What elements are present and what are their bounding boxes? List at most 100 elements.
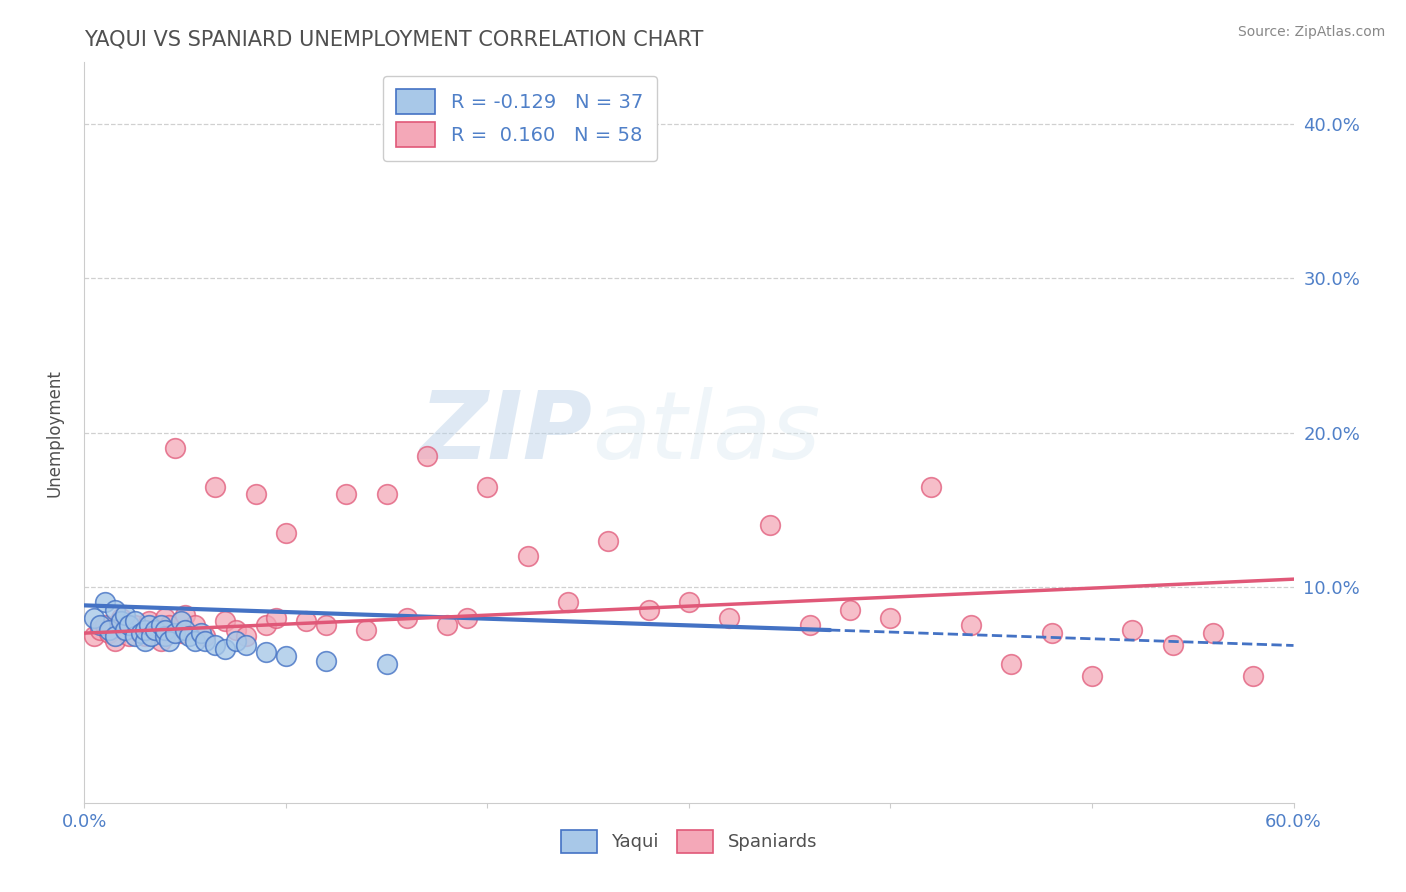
Point <box>170 626 193 640</box>
Point <box>718 610 741 624</box>
Point <box>129 626 152 640</box>
Point <box>879 610 901 624</box>
Point <box>134 629 156 643</box>
Point <box>118 618 141 632</box>
Point <box>134 633 156 648</box>
Point <box>89 623 111 637</box>
Point <box>375 487 398 501</box>
Point <box>637 603 659 617</box>
Point <box>375 657 398 671</box>
Point <box>204 639 226 653</box>
Point <box>920 480 942 494</box>
Point <box>93 618 115 632</box>
Point <box>149 633 172 648</box>
Point <box>184 618 207 632</box>
Point <box>174 607 197 622</box>
Point <box>274 649 297 664</box>
Point <box>97 626 120 640</box>
Point <box>138 614 160 628</box>
Point <box>165 441 187 455</box>
Point <box>153 610 176 624</box>
Point <box>124 629 146 643</box>
Point <box>254 645 277 659</box>
Point <box>416 449 439 463</box>
Text: ZIP: ZIP <box>419 386 592 479</box>
Point <box>179 629 201 643</box>
Legend: Yaqui, Spaniards: Yaqui, Spaniards <box>554 822 824 861</box>
Point <box>174 623 197 637</box>
Point <box>799 618 821 632</box>
Point <box>124 618 146 632</box>
Point <box>157 618 180 632</box>
Point <box>134 623 156 637</box>
Point <box>1202 626 1225 640</box>
Point <box>124 614 146 628</box>
Point <box>960 618 983 632</box>
Point <box>758 518 780 533</box>
Point <box>335 487 357 501</box>
Point <box>395 610 418 624</box>
Point <box>157 633 180 648</box>
Point <box>139 629 162 643</box>
Point <box>104 603 127 617</box>
Point <box>184 633 207 648</box>
Point <box>110 614 132 628</box>
Point <box>153 623 176 637</box>
Point <box>194 629 217 643</box>
Point <box>114 623 136 637</box>
Point <box>1000 657 1022 671</box>
Point <box>110 610 132 624</box>
Point <box>516 549 538 563</box>
Point <box>1040 626 1063 640</box>
Point <box>83 610 105 624</box>
Y-axis label: Unemployment: Unemployment <box>45 368 63 497</box>
Point <box>118 629 141 643</box>
Point <box>295 614 318 628</box>
Point <box>225 623 247 637</box>
Point <box>83 629 105 643</box>
Point <box>190 626 212 640</box>
Point <box>1241 669 1264 683</box>
Point <box>225 633 247 648</box>
Point <box>557 595 579 609</box>
Text: Source: ZipAtlas.com: Source: ZipAtlas.com <box>1237 25 1385 39</box>
Point <box>678 595 700 609</box>
Point <box>1121 623 1143 637</box>
Point <box>1081 669 1104 683</box>
Point <box>235 639 257 653</box>
Point <box>1161 639 1184 653</box>
Point <box>194 633 217 648</box>
Point <box>170 614 193 628</box>
Point <box>315 654 337 668</box>
Point <box>153 629 176 643</box>
Point <box>143 623 166 637</box>
Point <box>214 614 236 628</box>
Point <box>356 623 378 637</box>
Point <box>143 623 166 637</box>
Point <box>114 623 136 637</box>
Point <box>129 626 152 640</box>
Point <box>456 610 478 624</box>
Point <box>245 487 267 501</box>
Point <box>274 525 297 540</box>
Text: atlas: atlas <box>592 387 821 478</box>
Point <box>104 633 127 648</box>
Point <box>204 480 226 494</box>
Point <box>598 533 620 548</box>
Point <box>839 603 862 617</box>
Point <box>235 629 257 643</box>
Point <box>149 618 172 632</box>
Point <box>97 623 120 637</box>
Text: YAQUI VS SPANIARD UNEMPLOYMENT CORRELATION CHART: YAQUI VS SPANIARD UNEMPLOYMENT CORRELATI… <box>84 29 704 50</box>
Point <box>93 595 115 609</box>
Point <box>264 610 287 624</box>
Point <box>104 629 127 643</box>
Point <box>477 480 499 494</box>
Point <box>214 641 236 656</box>
Point <box>89 618 111 632</box>
Point <box>114 607 136 622</box>
Point <box>165 626 187 640</box>
Point <box>315 618 337 632</box>
Point <box>138 618 160 632</box>
Point <box>436 618 458 632</box>
